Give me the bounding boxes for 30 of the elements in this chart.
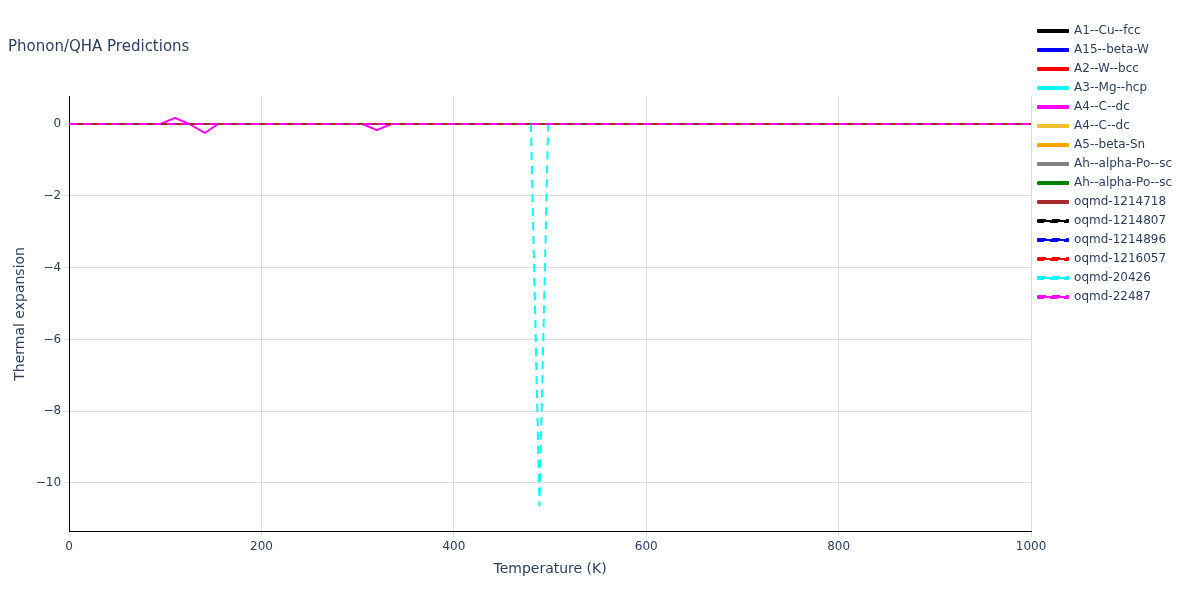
legend-label: oqmd-22487 <box>1074 289 1151 304</box>
legend-label: Ah--alpha-Po--sc <box>1074 175 1172 190</box>
legend-label: oqmd-1214896 <box>1074 232 1167 247</box>
legend-label: oqmd-1214718 <box>1074 194 1167 209</box>
legend-label: oqmd-1214807 <box>1074 213 1167 228</box>
y-tick-label: −2 <box>43 187 62 202</box>
x-tick-label: 0 <box>65 539 73 554</box>
y-tick-label: −6 <box>43 331 62 346</box>
y-tick-label: −10 <box>35 475 62 490</box>
y-axis-title: Thermal expansion <box>11 247 28 382</box>
legend-label: A1--Cu--fcc <box>1074 23 1141 38</box>
legend-label: oqmd-1216057 <box>1074 251 1167 266</box>
x-tick-label: 200 <box>250 539 273 554</box>
legend-label: oqmd-20426 <box>1074 270 1151 285</box>
x-tick-label: 400 <box>442 539 466 554</box>
x-tick-label: 800 <box>827 539 851 554</box>
legend-label: A15--beta-W <box>1074 42 1150 57</box>
legend-label: A4--C--dc <box>1074 118 1130 133</box>
legend-label: A2--W--bcc <box>1074 61 1139 76</box>
y-tick-label: −4 <box>43 259 62 274</box>
x-tick-label: 1000 <box>1015 539 1047 554</box>
legend-label: A5--beta-Sn <box>1074 137 1146 152</box>
y-tick-label: 0 <box>53 116 62 131</box>
x-axis-title: Temperature (K) <box>492 560 607 577</box>
legend-label: Ah--alpha-Po--sc <box>1074 156 1172 171</box>
legend-label: A4--C--dc <box>1074 99 1130 114</box>
chart-title: Phonon/QHA Predictions <box>8 36 190 55</box>
legend-label: A3--Mg--hcp <box>1074 80 1148 95</box>
y-tick-label: −8 <box>43 403 62 418</box>
x-tick-label: 600 <box>634 539 658 554</box>
